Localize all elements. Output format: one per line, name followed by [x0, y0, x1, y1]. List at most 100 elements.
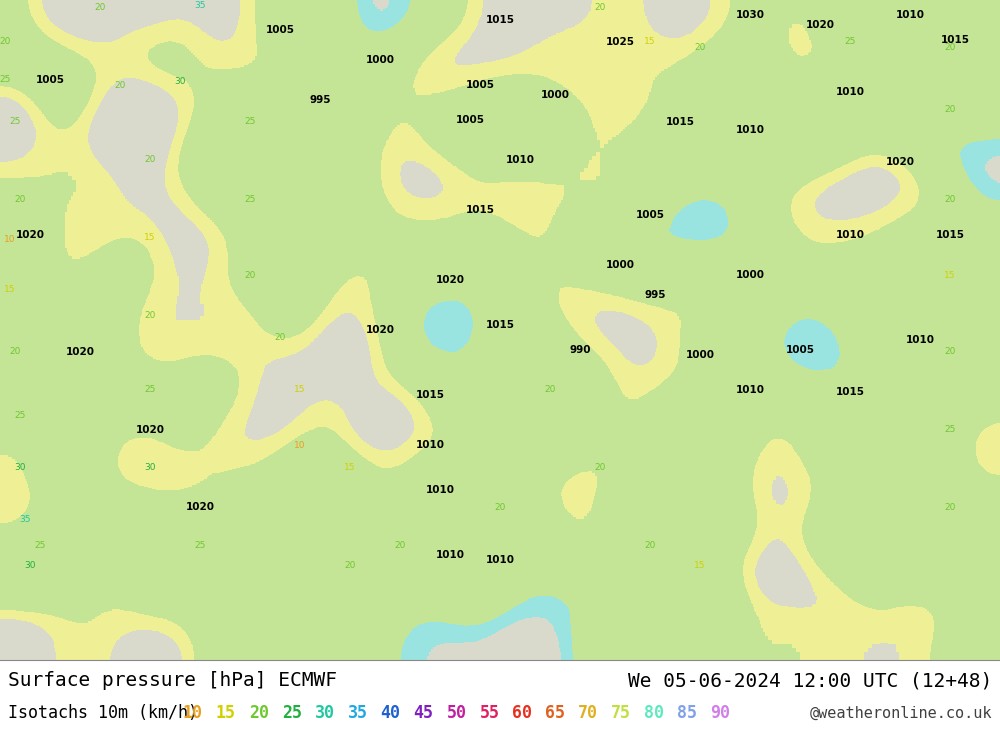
Text: 1020: 1020 [16, 230, 44, 240]
Text: 20: 20 [494, 503, 506, 512]
Text: 20: 20 [9, 347, 21, 356]
Text: 995: 995 [644, 290, 666, 300]
Text: 1015: 1015 [936, 230, 964, 240]
Text: 1020: 1020 [366, 325, 394, 335]
Text: 20: 20 [144, 155, 156, 164]
Text: 1010: 1010 [506, 155, 534, 165]
Text: 20: 20 [594, 2, 606, 12]
Bar [0, 660, 1000, 733]
Text: 1010: 1010 [436, 550, 464, 560]
Text: 1015: 1015 [666, 117, 694, 127]
Text: 15: 15 [944, 270, 956, 279]
Text: 10: 10 [294, 441, 306, 449]
Text: 20: 20 [944, 106, 956, 114]
Text: 1025: 1025 [606, 37, 635, 47]
Text: 15: 15 [644, 37, 656, 46]
Text: 1005: 1005 [786, 345, 814, 355]
Text: 1010: 1010 [486, 555, 514, 565]
Text: 15: 15 [216, 704, 236, 722]
Text: 25: 25 [282, 704, 302, 722]
Text: 10: 10 [183, 704, 203, 722]
Text: 1000: 1000 [736, 270, 765, 280]
Text: 15: 15 [694, 561, 706, 570]
Text: 1005: 1005 [636, 210, 664, 220]
Text: 1020: 1020 [806, 20, 834, 30]
Text: 1005: 1005 [266, 25, 294, 35]
Text: 30: 30 [174, 78, 186, 86]
Text: 1010: 1010 [836, 230, 864, 240]
Text: 20: 20 [144, 311, 156, 320]
Text: 75: 75 [611, 704, 631, 722]
Text: 70: 70 [578, 704, 598, 722]
Text: 30: 30 [315, 704, 335, 722]
Text: 20: 20 [249, 704, 269, 722]
Text: 1020: 1020 [436, 275, 464, 285]
Text: 20: 20 [244, 270, 256, 279]
Text: 25: 25 [14, 410, 26, 419]
Text: 1010: 1010 [426, 485, 454, 495]
Text: 15: 15 [4, 285, 16, 295]
Text: 20: 20 [0, 37, 11, 46]
Text: 55: 55 [479, 704, 499, 722]
Text: Isotachs 10m (km/h): Isotachs 10m (km/h) [8, 704, 198, 722]
Text: 1000: 1000 [366, 55, 394, 65]
Text: 20: 20 [944, 196, 956, 205]
Text: 1015: 1015 [486, 15, 514, 25]
Text: 25: 25 [0, 75, 11, 84]
Text: 25: 25 [844, 37, 856, 46]
Text: 1000: 1000 [540, 90, 570, 100]
Text: 1010: 1010 [906, 335, 934, 345]
Text: 20: 20 [944, 347, 956, 356]
Text: @weatheronline.co.uk: @weatheronline.co.uk [810, 705, 992, 721]
Text: 20: 20 [544, 386, 556, 394]
Text: 990: 990 [569, 345, 591, 355]
Text: 20: 20 [944, 503, 956, 512]
Text: 30: 30 [144, 463, 156, 471]
Text: 35: 35 [19, 515, 31, 525]
Text: 20: 20 [114, 81, 126, 89]
Text: 30: 30 [14, 463, 26, 471]
Text: 1010: 1010 [416, 440, 444, 450]
Text: 15: 15 [294, 386, 306, 394]
Text: 1015: 1015 [940, 35, 970, 45]
Text: We 05-06-2024 12:00 UTC (12+48): We 05-06-2024 12:00 UTC (12+48) [628, 671, 992, 690]
Text: 1015: 1015 [466, 205, 494, 215]
Text: 90: 90 [710, 704, 730, 722]
Text: 1015: 1015 [836, 387, 864, 397]
Text: 15: 15 [144, 232, 156, 241]
Text: 25: 25 [944, 425, 956, 435]
Text: 1010: 1010 [736, 125, 765, 135]
Text: 1005: 1005 [456, 115, 484, 125]
Text: 1010: 1010 [896, 10, 924, 20]
Text: 20: 20 [14, 196, 26, 205]
Text: 40: 40 [381, 704, 401, 722]
Text: 1020: 1020 [886, 157, 914, 167]
Text: 20: 20 [694, 43, 706, 51]
Text: 1020: 1020 [136, 425, 164, 435]
Text: 20: 20 [944, 43, 956, 51]
Text: 1010: 1010 [836, 87, 864, 97]
Text: 45: 45 [414, 704, 434, 722]
Text: 1005: 1005 [466, 80, 494, 90]
Text: 15: 15 [344, 463, 356, 471]
Text: 35: 35 [194, 1, 206, 10]
Text: 20: 20 [594, 463, 606, 471]
Text: 60: 60 [512, 704, 532, 722]
Text: 25: 25 [194, 540, 206, 550]
Text: 20: 20 [274, 333, 286, 342]
Text: 1015: 1015 [486, 320, 514, 330]
Text: 1020: 1020 [66, 347, 94, 357]
Text: 20: 20 [644, 540, 656, 550]
Text: 25: 25 [244, 117, 256, 127]
Text: 1015: 1015 [416, 390, 444, 400]
Text: 1000: 1000 [606, 260, 635, 270]
Text: 80: 80 [644, 704, 664, 722]
Text: 25: 25 [34, 540, 46, 550]
Text: 1010: 1010 [736, 385, 765, 395]
Text: 995: 995 [309, 95, 331, 105]
Text: 20: 20 [394, 540, 406, 550]
Text: 85: 85 [677, 704, 697, 722]
Text: 50: 50 [446, 704, 466, 722]
Text: 25: 25 [9, 117, 21, 127]
Text: 30: 30 [24, 561, 36, 570]
